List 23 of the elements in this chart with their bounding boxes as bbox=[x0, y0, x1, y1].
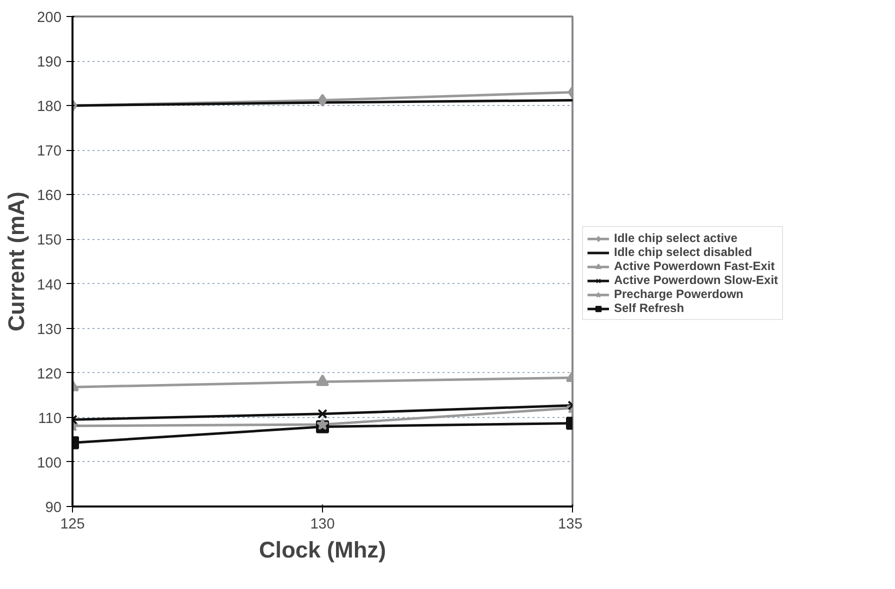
y-tick-label: 190 bbox=[37, 54, 62, 71]
legend-label: Precharge Powerdown bbox=[614, 287, 744, 301]
y-tick-label: 180 bbox=[37, 99, 62, 116]
y-tick-label: 140 bbox=[37, 277, 62, 294]
y-tick-label: 200 bbox=[37, 10, 62, 26]
y-tick-label: 110 bbox=[38, 410, 62, 427]
y-axis-title: Current (mA) bbox=[3, 192, 30, 332]
legend-label: Active Powerdown Fast-Exit bbox=[614, 259, 775, 273]
legend-label: Idle chip select active bbox=[614, 231, 738, 245]
x-tick-label: 135 bbox=[558, 516, 583, 532]
legend-label: Self Refresh bbox=[614, 301, 684, 315]
y-tick-label: 120 bbox=[37, 366, 62, 382]
y-tick-label: 90 bbox=[45, 500, 62, 516]
y-tick-label: 100 bbox=[37, 455, 62, 472]
legend-label: Idle chip select disabled bbox=[614, 245, 752, 259]
y-tick-label: 150 bbox=[37, 232, 62, 249]
x-tick-label: 130 bbox=[310, 516, 335, 532]
y-tick-label: 130 bbox=[37, 322, 62, 338]
y-tick-label: 160 bbox=[37, 188, 62, 204]
y-tick-label: 170 bbox=[37, 144, 62, 160]
legend-label: Active Powerdown Slow-Exit bbox=[614, 273, 778, 287]
x-tick-label: 125 bbox=[60, 516, 85, 532]
x-axis-title: Clock (Mhz) bbox=[258, 536, 386, 562]
